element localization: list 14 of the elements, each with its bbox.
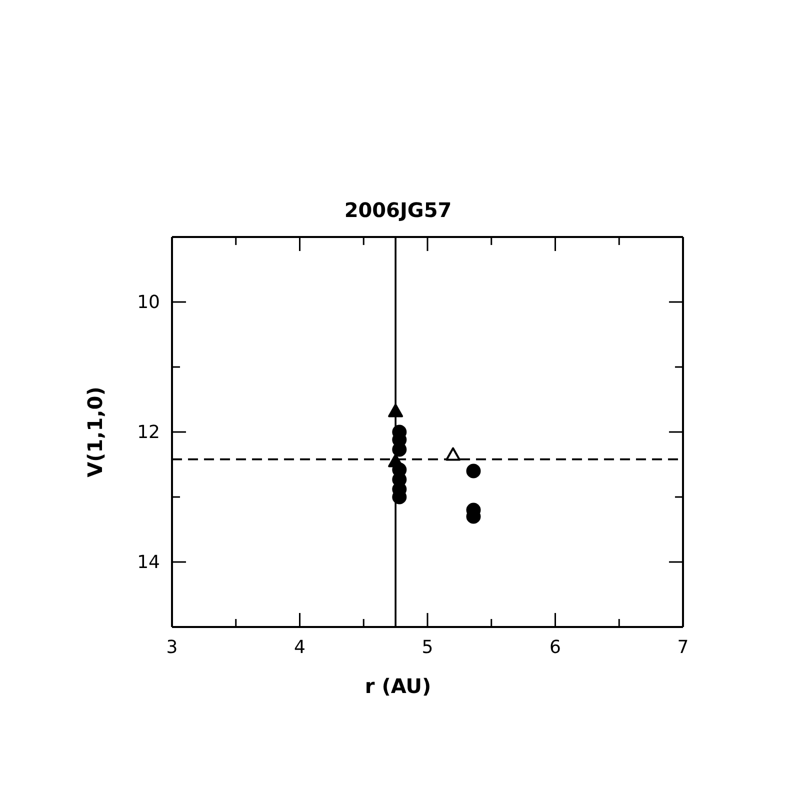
y-tick-label: 12 [137,422,160,443]
y-tick-label: 14 [137,552,160,573]
x-tick-label: 3 [166,637,178,658]
x-tick-label: 6 [550,637,561,658]
point [388,404,404,418]
chart-title: 2006JG57 [343,198,453,222]
x-tick-label: 5 [422,637,434,658]
x-tick-label: 7 [677,637,689,658]
point [466,464,481,478]
point [446,447,461,461]
y-axis-title: V(1,1,0) [83,386,108,480]
x-tick-label: 4 [294,637,306,658]
y-tick-label: 10 [137,292,160,313]
x-axis-title: r (AU) [364,674,432,698]
